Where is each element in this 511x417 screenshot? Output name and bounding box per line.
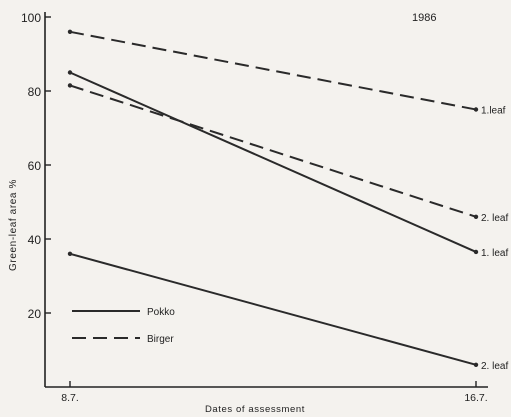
series-line-pokko-2-leaf [69,252,477,366]
y-ticks: 20 40 60 80 100 [21,11,51,321]
legend: Pokko Birger [72,307,175,345]
x-axis-label: Dates of assessment [205,404,305,415]
series-end-label: 1.leaf [481,106,506,117]
data-point [67,83,73,88]
series-line-birger-1-leaf [69,30,477,111]
series-line-birger-2-leaf [69,84,477,218]
data-point [473,214,479,219]
x-tick-label: 8.7. [61,392,79,404]
y-tick-label: 20 [28,307,42,321]
y-tick-label: 100 [21,11,41,25]
series-end-label: 2. leaf [481,361,508,372]
y-axis-label: Green-leaf area % [8,179,19,271]
data-point [473,107,479,112]
legend-label-birger: Birger [147,334,174,345]
series-layer: 1. leaf 2. leaf 1.leaf 2. leaf [67,29,508,372]
x-tick-label: 16.7. [464,392,487,404]
data-point [473,362,479,367]
x-ticks: 8.7. 16.7. [61,381,488,404]
legend-label-pokko: Pokko [147,307,175,318]
data-point [473,249,479,255]
series-end-label: 1. leaf [481,248,508,259]
series-line-pokko-1-leaf [69,71,477,253]
y-tick-label: 80 [28,85,42,99]
chart-title: 1986 [412,12,436,24]
data-point [67,29,73,34]
y-tick-label: 40 [28,233,42,247]
y-tick-label: 60 [28,159,42,173]
series-end-label: 2. leaf [481,213,508,224]
data-point [67,70,73,75]
data-point [67,251,73,256]
